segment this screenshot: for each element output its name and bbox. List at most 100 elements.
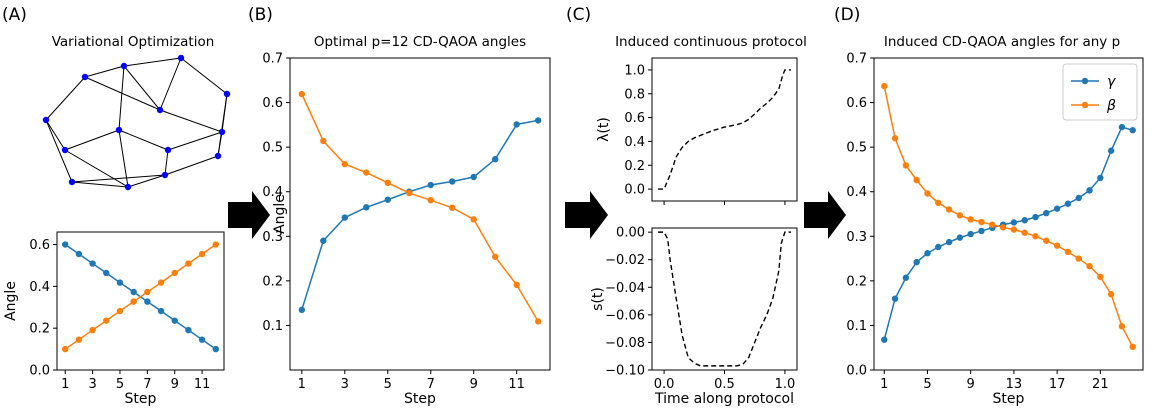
data-point-gamma: [130, 288, 137, 296]
y-tick-label: 0.3: [846, 230, 867, 245]
data-point-beta: [881, 82, 888, 90]
data-point-beta: [144, 288, 151, 296]
data-point-gamma: [427, 181, 434, 189]
panel-letter-c: (C): [566, 5, 591, 25]
y-tick-label: −0.04: [605, 281, 645, 296]
x-tick-label: 11: [194, 377, 211, 392]
data-point-gamma: [298, 306, 306, 314]
data-point-beta: [1118, 323, 1126, 330]
data-point-gamma: [171, 317, 178, 324]
data-point-gamma: [1118, 123, 1126, 131]
y-tick-label: 0.8: [624, 87, 645, 102]
legend-label-gamma: γ: [1107, 74, 1116, 90]
data-point-gamma: [1097, 174, 1104, 182]
y-tick-label: 0.7: [846, 52, 867, 67]
x-tick-label: 5: [116, 377, 124, 392]
y-tick-label: 0.7: [262, 52, 283, 67]
data-point-gamma: [1129, 127, 1136, 134]
data-point-gamma: [945, 238, 953, 246]
y-tick-label: −0.08: [605, 336, 645, 351]
graph-edge: [217, 131, 223, 157]
data-point-gamma: [363, 204, 370, 211]
data-point-gamma: [198, 336, 206, 343]
plot-frame: [873, 57, 1144, 371]
chart-b-optimal-angles: 1 3 5 7 9 11 0.1 0.2 0.3 0.4 0.5 0.6 0.7 Step Angle: [262, 52, 551, 407]
data-point-beta: [1129, 343, 1136, 351]
graph-node: [218, 128, 226, 136]
panel-c-title: Induced continuous protocol: [615, 34, 807, 50]
arrow-a-to-b: [228, 191, 270, 239]
y-tick-label: 0.4: [846, 185, 867, 200]
x-tick-label: 7: [143, 377, 151, 392]
data-point-gamma: [384, 196, 391, 203]
series-line-lambda: [658, 69, 791, 190]
data-point-gamma: [913, 258, 920, 266]
data-point-beta: [492, 253, 499, 260]
legend-marker-gamma: [1081, 77, 1089, 85]
data-point-beta: [891, 135, 899, 142]
graph-edge: [164, 155, 219, 176]
x-tick-label: 21: [1092, 377, 1109, 392]
legend-box: [1062, 63, 1138, 121]
graph-node: [124, 183, 132, 191]
y-tick-label: 1.0: [624, 63, 645, 78]
data-point-gamma: [103, 269, 110, 277]
graph-node: [223, 90, 231, 98]
graph-edge: [180, 57, 228, 95]
y-tick-label: 0.6: [29, 238, 50, 253]
data-point-gamma: [470, 173, 477, 181]
data-point-beta: [935, 199, 942, 207]
data-point-beta: [534, 318, 542, 325]
legend-marker-beta: [1081, 101, 1089, 109]
data-point-beta: [1064, 248, 1072, 256]
graph-edge: [71, 181, 129, 188]
data-point-beta: [967, 216, 974, 223]
x-tick-label: 3: [88, 377, 96, 392]
data-point-beta: [298, 90, 306, 98]
graph-node: [115, 126, 123, 134]
data-point-gamma: [157, 307, 165, 315]
graph-node: [68, 178, 76, 186]
chart-a-step-angles: 1 3 5 7 9 11 0.0 0.2 0.4 0.6 Step Angle: [3, 231, 225, 407]
data-point-beta: [157, 279, 165, 286]
graph-node: [164, 146, 172, 154]
x-tick-label: 11: [508, 377, 525, 392]
y-tick-label: 0.4: [262, 185, 283, 200]
y-tick-label: 0.2: [846, 274, 867, 289]
x-tick-label: 1: [298, 377, 306, 392]
graph-node: [81, 73, 89, 81]
data-point-gamma: [341, 214, 348, 221]
y-tick-label: 0.4: [624, 135, 645, 150]
x-tick-label: 7: [427, 377, 435, 392]
graph-edge: [84, 76, 161, 111]
x-tick-label: 9: [171, 377, 179, 392]
data-point-gamma: [924, 250, 931, 257]
series-line-gamma: [301, 119, 539, 311]
graph-edge: [118, 65, 125, 131]
data-point-beta: [913, 176, 920, 184]
plot-frame: [56, 231, 225, 371]
y-axis-label: s(t): [590, 287, 606, 311]
data-point-gamma: [144, 298, 151, 305]
data-point-gamma: [881, 336, 888, 343]
data-point-beta: [1097, 273, 1104, 281]
data-point-beta: [1086, 262, 1093, 270]
y-axis-label: Angle: [3, 281, 19, 321]
data-point-beta: [1107, 291, 1115, 298]
data-point-gamma: [492, 155, 499, 163]
data-point-beta: [406, 189, 413, 197]
graph-edge: [167, 131, 223, 151]
data-point-beta: [1021, 229, 1028, 236]
data-point-beta: [198, 250, 206, 258]
panel-letter-d: (D): [834, 5, 860, 25]
y-tick-label: 0.6: [262, 96, 283, 111]
data-point-beta: [212, 241, 219, 248]
data-point-beta: [513, 281, 520, 289]
data-point-beta: [989, 221, 996, 228]
data-point-beta: [75, 336, 83, 343]
x-axis-label: Step: [993, 391, 1025, 407]
data-point-beta: [130, 298, 137, 305]
y-axis-label: λ(t): [596, 117, 612, 142]
data-point-beta: [1043, 237, 1050, 244]
data-point-gamma: [935, 243, 942, 251]
